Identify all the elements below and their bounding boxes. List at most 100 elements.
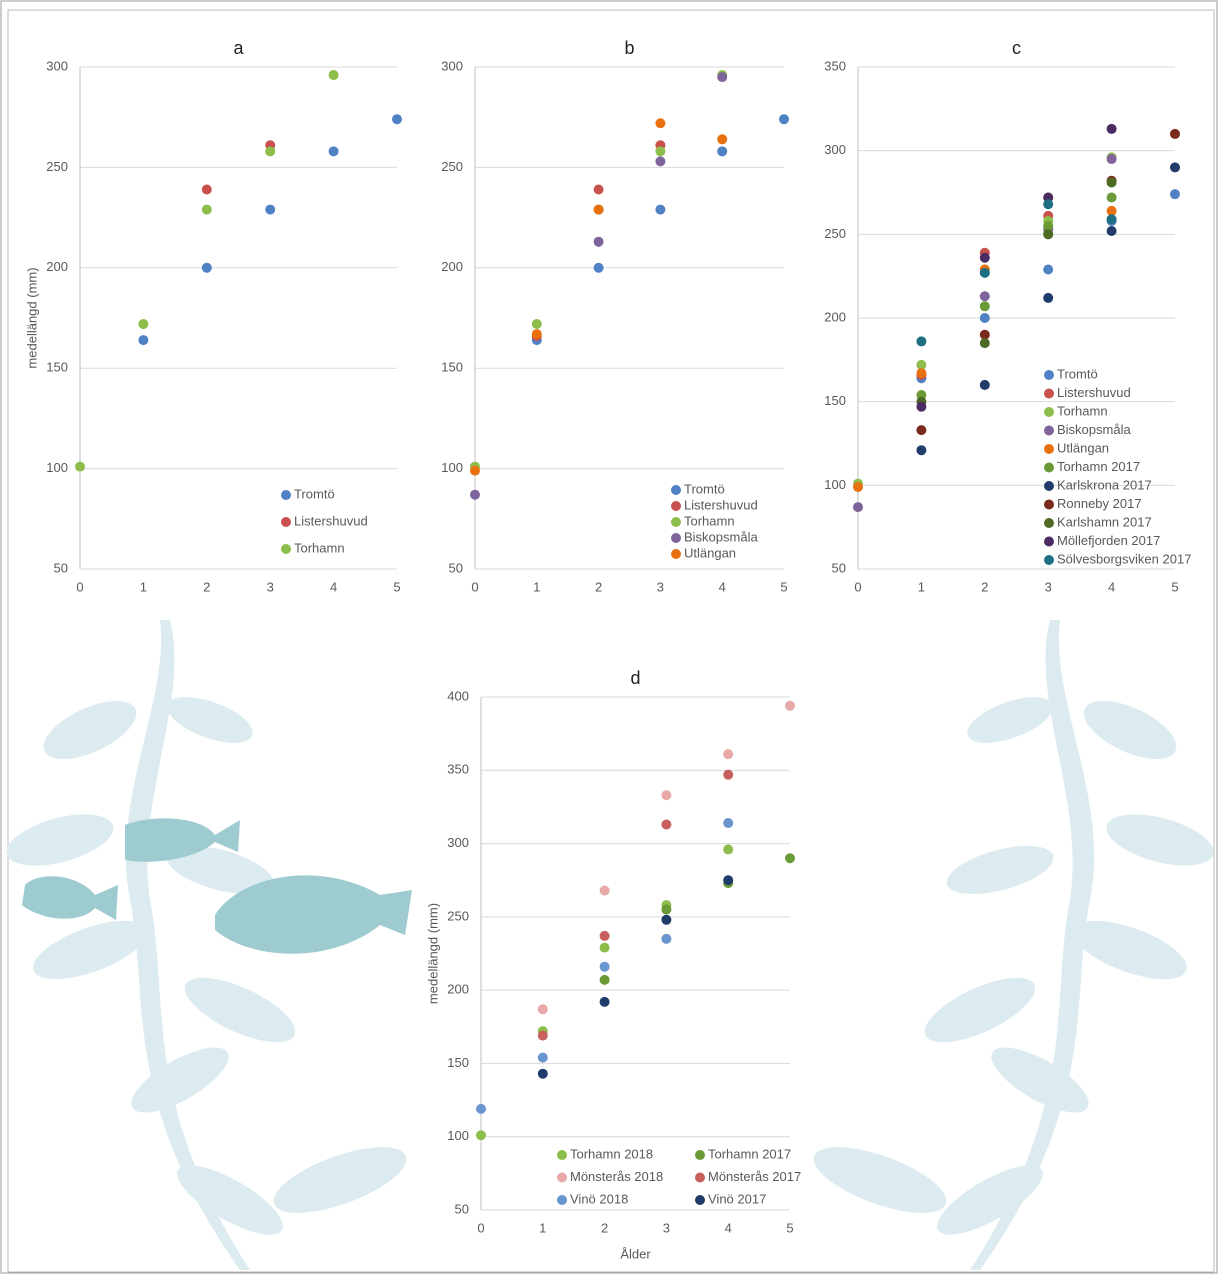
y-tick-label: 200 — [46, 259, 68, 274]
point — [979, 379, 990, 390]
point — [723, 749, 734, 760]
point — [599, 974, 610, 985]
y-tick-label: 100 — [447, 1128, 469, 1143]
point — [599, 942, 610, 953]
point — [593, 236, 604, 247]
x-tick-label: 1 — [918, 579, 925, 594]
y-tick-label: 100 — [824, 477, 846, 492]
legend-marker — [281, 490, 291, 500]
legend-marker — [671, 501, 681, 511]
point — [1106, 123, 1117, 134]
legend-label: Tromtö — [294, 486, 335, 501]
x-tick-label: 4 — [1108, 579, 1115, 594]
y-tick-label: 150 — [824, 393, 846, 408]
point — [916, 425, 927, 436]
chart-title: d — [630, 668, 640, 688]
y-tick-label: 100 — [441, 460, 463, 475]
legend-marker — [281, 517, 291, 527]
point — [599, 885, 610, 896]
x-tick-label: 1 — [533, 579, 540, 594]
y-tick-label: 50 — [832, 560, 846, 575]
x-tick-label: 4 — [330, 579, 337, 594]
point — [599, 930, 610, 941]
y-tick-label: 300 — [447, 835, 469, 850]
point — [265, 146, 276, 157]
point — [138, 319, 149, 330]
point — [661, 819, 672, 830]
y-tick-label: 300 — [824, 142, 846, 157]
legend-label: Mönsterås 2018 — [570, 1169, 663, 1184]
legend-label: Sölvesborgsviken 2017 — [1057, 551, 1191, 566]
x-tick-label: 5 — [1171, 579, 1178, 594]
point — [661, 914, 672, 925]
point — [531, 329, 542, 340]
legend-marker — [557, 1195, 567, 1205]
legend-label: Torhamn — [1057, 403, 1108, 418]
point — [1043, 199, 1054, 210]
point — [265, 204, 276, 215]
legend-marker — [671, 549, 681, 559]
y-tick-label: 200 — [447, 982, 469, 997]
point — [1170, 128, 1180, 139]
x-tick-label: 5 — [786, 1220, 793, 1235]
point — [476, 1103, 486, 1114]
point — [655, 204, 666, 215]
x-tick-label: 5 — [780, 579, 787, 594]
y-tick-label: 150 — [441, 360, 463, 375]
point — [661, 790, 672, 801]
point — [201, 204, 212, 215]
legend-label: Utlängan — [684, 545, 736, 560]
legend-marker — [1044, 555, 1054, 565]
chart-title: a — [233, 38, 244, 58]
fish-decoration — [22, 818, 412, 954]
legend-marker — [695, 1150, 705, 1160]
point — [1106, 214, 1117, 225]
legend-marker — [671, 517, 681, 527]
legend-label: Biskopsmåla — [684, 529, 758, 544]
x-tick-label: 1 — [140, 579, 147, 594]
point — [537, 1004, 548, 1015]
point — [1106, 225, 1117, 236]
legend-label: Torhamn — [684, 513, 735, 528]
point — [328, 146, 339, 157]
legend-marker — [671, 485, 681, 495]
legend-label: Torhamn 2018 — [570, 1146, 653, 1161]
legend-label: Listershuvud — [684, 497, 758, 512]
legend-label: Tromtö — [684, 481, 725, 496]
y-tick-label: 200 — [441, 259, 463, 274]
point — [537, 1030, 548, 1041]
y-tick-label: 300 — [441, 58, 463, 73]
legend-marker — [1044, 425, 1054, 436]
point — [785, 853, 795, 864]
x-tick-label: 4 — [719, 579, 726, 594]
legend-marker — [1044, 481, 1054, 491]
x-tick-label: 0 — [76, 579, 83, 594]
y-tick-label: 250 — [824, 226, 846, 241]
legend-marker — [1044, 388, 1054, 399]
legend-marker — [1044, 370, 1054, 380]
legend-marker — [557, 1150, 567, 1160]
x-tick-label: 3 — [267, 579, 274, 594]
legend-marker — [1044, 499, 1054, 510]
y-tick-label: 200 — [824, 309, 846, 324]
y-tick-label: 300 — [46, 58, 68, 73]
point — [655, 146, 666, 157]
legend-label: Listershuvud — [294, 513, 368, 528]
x-tick-label: 0 — [854, 579, 861, 594]
point — [75, 461, 85, 472]
legend-marker — [1044, 444, 1054, 454]
point — [853, 502, 863, 513]
chart-title: c — [1012, 38, 1021, 58]
point — [1106, 205, 1117, 216]
x-tick-label: 1 — [539, 1220, 546, 1235]
legend-label: Tromtö — [1057, 366, 1098, 381]
point — [916, 368, 927, 379]
point — [979, 338, 990, 349]
point — [593, 184, 604, 195]
point — [201, 184, 212, 195]
legend-label: Ronneby 2017 — [1057, 496, 1142, 511]
y-axis-label: medellängd (mm) — [425, 903, 440, 1004]
chart-title: b — [624, 38, 634, 58]
